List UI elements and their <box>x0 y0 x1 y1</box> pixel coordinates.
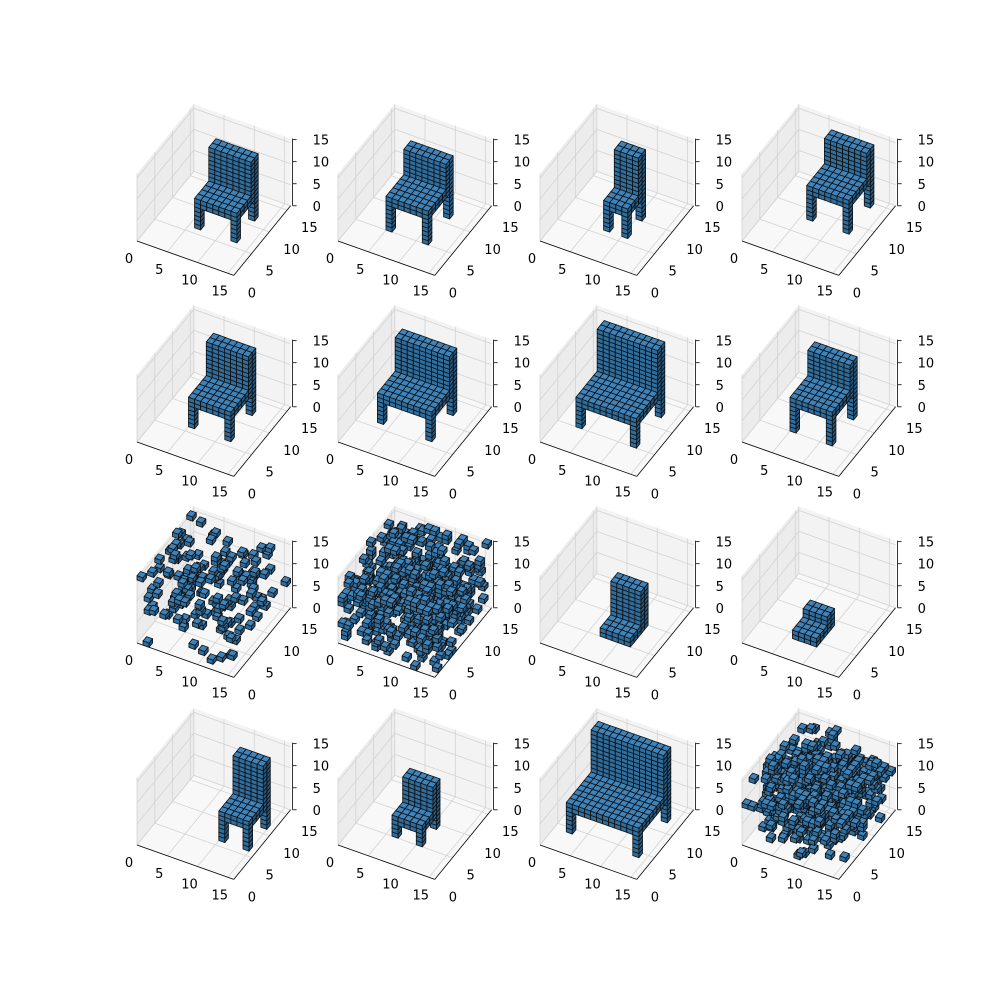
x-tick-label: 0 <box>730 252 738 267</box>
x-tick-label: 0 <box>326 252 334 267</box>
grid-y-5 <box>154 152 252 254</box>
grid-z-10 <box>136 128 291 200</box>
x-tick-label: 5 <box>155 263 163 278</box>
y-tick-label: 0 <box>449 286 457 301</box>
voxels <box>194 138 259 244</box>
y-tick-label: 5 <box>266 466 274 481</box>
z-tick-label: 0 <box>514 401 522 416</box>
z-tick-label: 0 <box>716 200 724 215</box>
x-tick-label: 10 <box>181 475 198 490</box>
y-tick-label: 10 <box>283 444 300 459</box>
y-tick-label: 5 <box>669 265 677 280</box>
z-tick-label: 5 <box>514 178 522 193</box>
z-tick-label: 5 <box>918 178 926 193</box>
x-tick-label: 10 <box>181 274 198 289</box>
z-tick-label: 0 <box>514 200 522 215</box>
x-tick-label: 5 <box>155 464 163 479</box>
y-tick-label: 15 <box>301 221 318 236</box>
x-tick-label: 15 <box>614 284 631 299</box>
z-tick-label: 5 <box>313 379 321 394</box>
voxel-right <box>250 157 256 167</box>
x-tick-label: 0 <box>528 252 536 267</box>
y-tick-label: 15 <box>906 221 923 236</box>
x-tick-label: 15 <box>211 485 228 500</box>
y-tick-label: 10 <box>283 243 300 258</box>
y-tick-label: 15 <box>301 422 318 437</box>
y-tick-label: 5 <box>266 265 274 280</box>
x-tick-label: 5 <box>558 263 566 278</box>
y-tick-label: 0 <box>248 286 256 301</box>
z-tick-label: 15 <box>716 134 733 149</box>
x-tick-label: 5 <box>356 464 364 479</box>
x-tick-label: 15 <box>412 485 429 500</box>
z-tick-label: 10 <box>313 357 330 372</box>
x-axis-line <box>136 240 234 276</box>
z-tick-label: 15 <box>514 134 531 149</box>
z-tick-label: 0 <box>918 200 926 215</box>
z-tick-label: 15 <box>313 335 330 350</box>
y-tick-label: 5 <box>467 265 475 280</box>
x-tick-label: 10 <box>382 274 399 289</box>
z-tick-label: 15 <box>514 335 531 350</box>
x-tick-label: 5 <box>760 263 768 278</box>
z-tick-label: 10 <box>313 156 330 171</box>
z-tick-label: 10 <box>514 357 531 372</box>
voxel <box>244 155 256 167</box>
grid-z-15 <box>136 107 291 179</box>
y-tick-label: 10 <box>484 243 501 258</box>
x-tick-label: 0 <box>326 453 334 468</box>
y-tick-label: 0 <box>651 286 659 301</box>
z-tick-label: 10 <box>716 156 733 171</box>
x-tick-label: 10 <box>786 274 803 289</box>
y-tick-label: 5 <box>467 466 475 481</box>
z-tick-label: 10 <box>514 156 531 171</box>
y-tick-label: 15 <box>502 422 519 437</box>
y-tick-label: 10 <box>888 243 905 258</box>
y-tick-label: 0 <box>853 286 861 301</box>
grid-x-15 <box>227 136 286 274</box>
z-tick-label: 10 <box>918 156 935 171</box>
y-axis-line <box>233 205 291 276</box>
x-tick-label: 10 <box>584 274 601 289</box>
x-tick-label: 15 <box>211 284 228 299</box>
z-tick-label: 0 <box>313 200 321 215</box>
y-tick-label: 10 <box>686 243 703 258</box>
y-tick-label: 0 <box>248 487 256 502</box>
x-tick-label: 0 <box>125 252 133 267</box>
y-tick-label: 15 <box>502 221 519 236</box>
x-tick-label: 15 <box>816 284 833 299</box>
x-tick-label: 10 <box>382 475 399 490</box>
z-tick-label: 0 <box>313 401 321 416</box>
y-tick-label: 5 <box>871 265 879 280</box>
y-tick-label: 10 <box>484 444 501 459</box>
pane-left <box>137 104 194 241</box>
z-tick-label: 15 <box>918 134 935 149</box>
x-tick-label: 5 <box>356 263 364 278</box>
axis-lines <box>136 138 294 276</box>
z-tick-label: 5 <box>716 178 724 193</box>
z-tick-label: 5 <box>514 379 522 394</box>
y-tick-label: 15 <box>704 221 721 236</box>
x-tick-label: 0 <box>125 453 133 468</box>
z-tick-label: 5 <box>313 178 321 193</box>
z-tick-label: 15 <box>313 134 330 149</box>
x-tick-label: 15 <box>412 284 429 299</box>
y-tick-label: 0 <box>449 487 457 502</box>
